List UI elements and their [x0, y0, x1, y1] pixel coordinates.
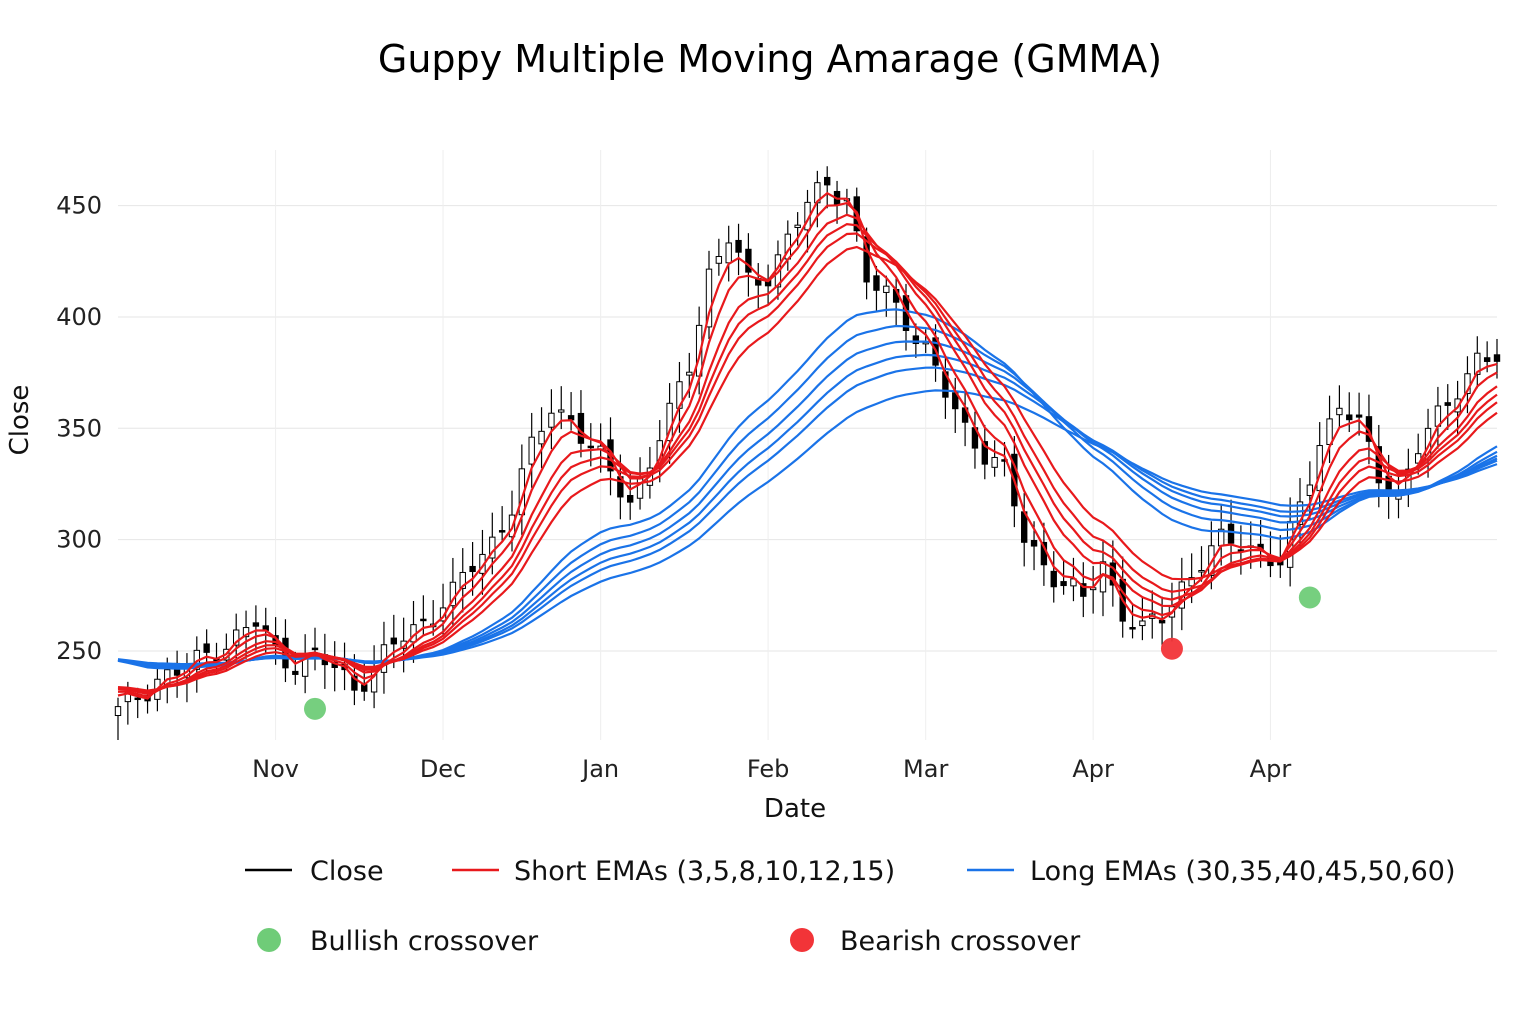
ema-30-line: [117, 308, 1498, 670]
bullish-crossover-marker: [304, 697, 326, 720]
candle-body: [528, 436, 535, 465]
candle-body: [1109, 562, 1117, 586]
candle-body: [548, 412, 555, 428]
ema-8-line: [117, 213, 1498, 696]
candle-body: [1306, 484, 1314, 496]
legend: Close Short EMAs (3,5,8,10,12,15) Long E…: [245, 856, 1456, 957]
x-tick-label: Jan: [580, 755, 619, 783]
candle-body: [745, 248, 752, 273]
candle-body: [1483, 357, 1491, 362]
bullish-crossover-marker: [1298, 586, 1321, 609]
ema-12-line: [117, 232, 1498, 693]
y-tick-label: 250: [56, 637, 102, 665]
y-tick-label: 350: [56, 414, 102, 442]
candle-body: [715, 256, 723, 264]
candle-body: [538, 430, 545, 445]
x-tick-label: Apr: [1072, 755, 1114, 783]
candle-body: [873, 275, 880, 291]
candle-body: [912, 335, 920, 345]
candle-body: [351, 675, 358, 691]
candle-body: [1444, 402, 1451, 406]
candle-body: [725, 242, 732, 264]
candle-body: [390, 637, 397, 645]
candle-body: [587, 445, 594, 449]
candle-body: [1139, 620, 1146, 627]
candle-body: [1355, 414, 1363, 418]
candle-body: [627, 494, 634, 503]
legend-bearish-swatch: [790, 928, 814, 952]
candle-body: [292, 670, 299, 675]
candle-body: [1050, 570, 1057, 588]
candle-body: [991, 456, 998, 468]
ema-35-line: [117, 324, 1498, 669]
ema-3-line: [117, 191, 1498, 700]
candle-body: [1227, 523, 1235, 544]
candle-body: [883, 285, 890, 293]
candle-body: [1474, 352, 1481, 375]
long-ema-lines: [117, 308, 1498, 670]
candle-body: [1158, 619, 1166, 624]
x-axis-label: Date: [764, 794, 826, 824]
candle-body: [1030, 540, 1038, 547]
ema-5-line: [117, 201, 1498, 698]
ema-10-line: [117, 222, 1498, 694]
legend-short-label: Short EMAs (3,5,8,10,12,15): [514, 856, 895, 887]
x-tick-label: Mar: [903, 755, 948, 783]
x-tick-label: Nov: [252, 755, 299, 783]
candle-body: [459, 571, 466, 589]
candle-body: [311, 647, 319, 651]
legend-bullish-label: Bullish crossover: [310, 926, 539, 957]
legend-bearish-label: Bearish crossover: [840, 926, 1081, 957]
legend-close-label: Close: [310, 856, 384, 887]
short-ema-lines: [117, 191, 1498, 700]
candle-body: [824, 176, 831, 186]
y-tick-labels: 250 300 350 400 450: [56, 192, 102, 665]
candle-body: [233, 629, 240, 646]
x-tick-label: Apr: [1250, 755, 1292, 783]
y-axis-label: Close: [5, 385, 35, 456]
ema-15-line: [117, 245, 1498, 692]
candle-body: [1296, 501, 1304, 525]
candle-body: [1336, 407, 1343, 416]
candle-body: [449, 581, 457, 607]
candle-body: [1188, 577, 1195, 587]
candle-body: [1346, 414, 1353, 421]
crossover-markers: [304, 586, 1321, 720]
candle-body: [134, 697, 141, 701]
candle-body: [469, 565, 476, 573]
y-tick-label: 450: [56, 192, 102, 220]
candle-body: [498, 530, 506, 533]
candle-body: [252, 622, 260, 627]
candle-body: [1060, 581, 1067, 587]
y-tick-label: 400: [56, 303, 102, 331]
x-tick-label: Feb: [747, 755, 790, 783]
chart-title: Guppy Multiple Moving Amarage (GMMA): [378, 37, 1162, 81]
bearish-crossover-marker: [1160, 637, 1183, 660]
candle-body: [705, 268, 713, 328]
candle-body: [1080, 583, 1087, 597]
candle-body: [981, 441, 988, 465]
candle-body: [686, 371, 693, 376]
candle-body: [242, 627, 250, 638]
candle-body: [794, 224, 801, 228]
y-tick-label: 300: [56, 526, 102, 554]
legend-bullish-swatch: [257, 928, 281, 952]
candle-body: [420, 618, 427, 622]
candle-body: [114, 706, 122, 717]
candle-body: [1493, 354, 1501, 362]
x-tick-labels: Nov Dec Jan Feb Mar Apr Apr: [252, 755, 1291, 783]
candle-body: [735, 239, 742, 253]
x-tick-label: Dec: [420, 755, 466, 783]
candle-body: [1129, 627, 1136, 630]
candle-body: [558, 409, 565, 413]
candle-body: [203, 643, 210, 653]
candle-body: [1198, 570, 1205, 573]
legend-long-label: Long EMAs (30,35,40,45,50,60): [1030, 856, 1456, 887]
